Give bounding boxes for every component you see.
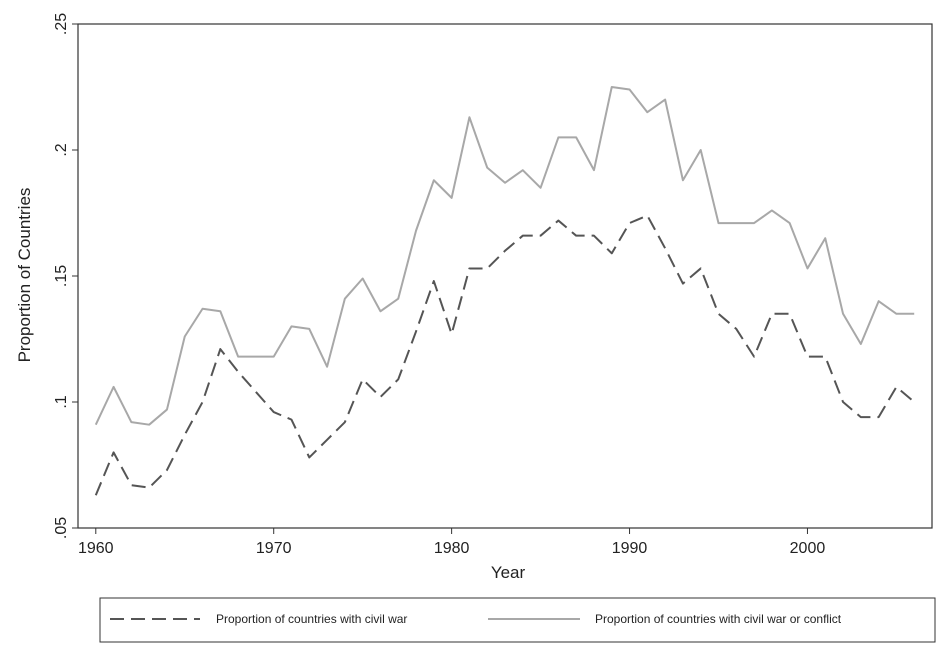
x-tick-label: 1980 xyxy=(434,540,470,557)
y-axis: .05 .1 .15 .2 .25 xyxy=(53,13,78,539)
x-tick-label: 1990 xyxy=(612,540,648,557)
x-axis: 1960 1970 1980 1990 2000 xyxy=(78,528,825,557)
plot-frame xyxy=(77,23,933,529)
y-tick-label: .05 xyxy=(53,517,70,539)
x-tick-label: 2000 xyxy=(790,540,826,557)
legend: Proportion of countries with civil war P… xyxy=(99,597,936,643)
x-tick-label: 1960 xyxy=(78,540,114,557)
y-axis-title: Proportion of Countries xyxy=(15,188,34,363)
series-line-civil-war-or-conflict xyxy=(94,86,915,426)
x-axis-title: Year xyxy=(491,563,526,582)
legend-label-civil-war: Proportion of countries with civil war xyxy=(216,612,407,626)
legend-label-civil-war-or-conflict: Proportion of countries with civil war o… xyxy=(595,612,842,626)
y-tick-label: .1 xyxy=(53,395,70,408)
y-tick-label: .25 xyxy=(53,13,70,35)
x-tick-label: 1970 xyxy=(256,540,292,557)
series-line-civil-war xyxy=(94,214,915,496)
plot-area xyxy=(77,23,933,529)
y-tick-label: .2 xyxy=(53,143,70,156)
series-layer xyxy=(94,86,915,496)
y-tick-label: .15 xyxy=(53,265,70,287)
